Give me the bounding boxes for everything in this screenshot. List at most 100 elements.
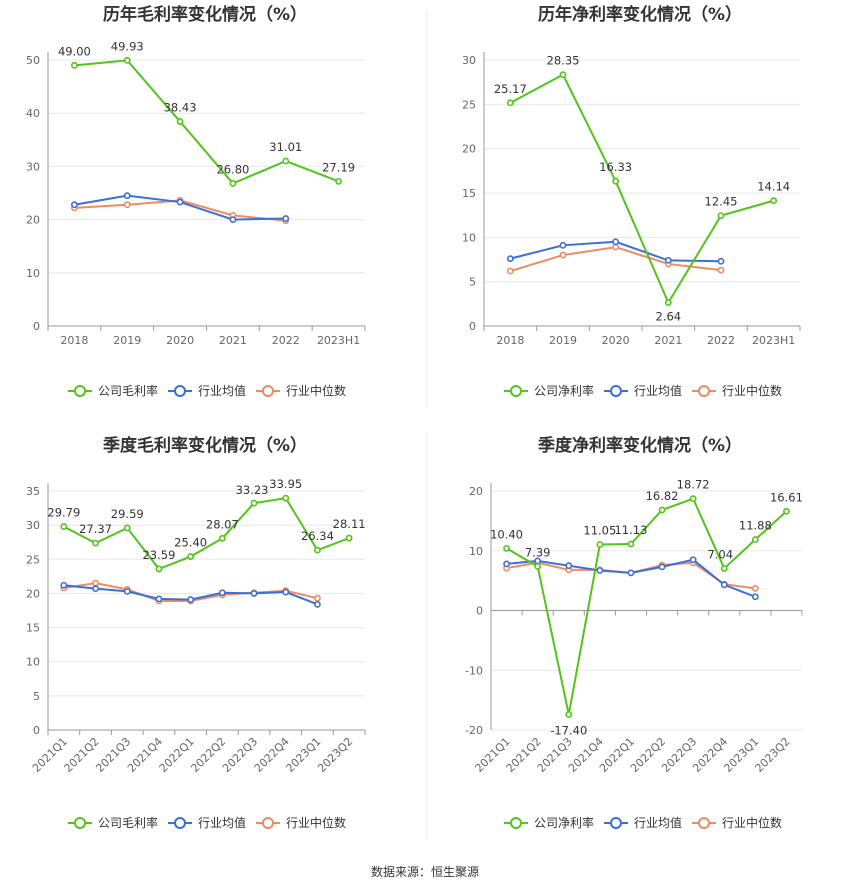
y-tick-label: 35 bbox=[26, 485, 40, 498]
legend-swatch-marker bbox=[610, 385, 622, 397]
data-point-company bbox=[627, 540, 635, 548]
data-point-avg bbox=[506, 255, 514, 263]
data-point-company bbox=[314, 546, 321, 554]
legend-item-median: 行业中位数 bbox=[692, 383, 782, 398]
data-point-company bbox=[751, 536, 759, 543]
data-label: -17.40 bbox=[550, 723, 587, 737]
data-point-median bbox=[612, 243, 620, 251]
data-label: 10.40 bbox=[490, 527, 523, 541]
data-label: 49.93 bbox=[111, 39, 144, 53]
data-point-company bbox=[92, 539, 99, 547]
data-point-company bbox=[123, 524, 131, 532]
data-point-company bbox=[71, 61, 78, 69]
data-point-avg bbox=[596, 567, 604, 574]
legend-label: 行业中位数 bbox=[286, 383, 346, 398]
data-label: 16.61 bbox=[770, 490, 803, 504]
data-point-company bbox=[559, 71, 567, 79]
y-tick-label: 10 bbox=[26, 267, 40, 280]
y-tick-label: 5 bbox=[33, 690, 40, 703]
y-tick-label: 15 bbox=[26, 622, 40, 635]
data-label: 28.07 bbox=[206, 517, 239, 531]
data-point-company bbox=[658, 506, 666, 514]
legend-swatch-marker bbox=[74, 817, 86, 829]
data-point-avg bbox=[229, 216, 237, 223]
data-label: 33.95 bbox=[269, 477, 302, 491]
legend-swatch-marker bbox=[510, 385, 522, 397]
y-tick-label: -20 bbox=[465, 724, 483, 737]
legend-item-median: 行业中位数 bbox=[692, 815, 782, 830]
data-point-company bbox=[335, 177, 342, 185]
legend-label: 行业均值 bbox=[198, 383, 246, 398]
x-tick-label: 2022 bbox=[272, 334, 300, 347]
y-tick-label: 30 bbox=[26, 519, 40, 532]
data-label: 2.64 bbox=[656, 310, 682, 324]
x-tick-label: 2020 bbox=[166, 334, 194, 347]
data-point-avg bbox=[218, 589, 226, 597]
data-point-company bbox=[250, 499, 258, 507]
data-label: 23.59 bbox=[142, 548, 175, 562]
data-point-company bbox=[229, 180, 237, 187]
data-point-median bbox=[314, 594, 321, 602]
data-point-company bbox=[187, 553, 195, 560]
data-point-avg bbox=[60, 581, 68, 589]
data-point-avg bbox=[565, 562, 573, 570]
data-point-company bbox=[282, 157, 290, 165]
x-tick-label: 2019 bbox=[549, 334, 577, 347]
data-label: 25.40 bbox=[174, 536, 207, 550]
data-point-avg bbox=[123, 587, 131, 595]
data-point-company bbox=[155, 565, 163, 573]
x-tick-label: 2023H1 bbox=[317, 334, 360, 347]
data-label: 28.35 bbox=[547, 54, 580, 68]
data-point-median bbox=[92, 579, 99, 587]
series-line-company bbox=[74, 59, 339, 185]
data-label: 7.39 bbox=[525, 545, 551, 559]
y-tick-label: 10 bbox=[469, 545, 483, 558]
data-point-avg bbox=[720, 581, 728, 589]
data-point-avg bbox=[751, 593, 759, 601]
data-label: 7.04 bbox=[707, 547, 733, 561]
data-point-median bbox=[506, 267, 514, 275]
legend-item-avg: 行业均值 bbox=[168, 815, 246, 830]
y-tick-label: 25 bbox=[26, 553, 40, 566]
data-label: 28.11 bbox=[333, 517, 366, 531]
x-tick-label: 2021 bbox=[219, 334, 247, 347]
legend-label: 行业均值 bbox=[634, 383, 682, 398]
y-tick-label: 5 bbox=[469, 276, 476, 289]
data-point-company bbox=[506, 99, 514, 107]
chart-2: 历年净利率变化情况（%） 0 5 10 15 20 25 30 2018 2019 2020 2021… bbox=[462, 4, 801, 398]
data-point-company bbox=[717, 212, 725, 220]
data-source-note: 数据来源：恒生聚源 bbox=[371, 864, 479, 879]
data-point-avg bbox=[123, 192, 131, 200]
data-point-company bbox=[176, 118, 184, 125]
series-line-company bbox=[63, 497, 350, 571]
data-point-avg bbox=[314, 600, 321, 608]
data-point-company bbox=[218, 534, 226, 542]
legend-swatch-marker bbox=[698, 385, 710, 397]
legend-item-company: 公司净利率 bbox=[504, 815, 594, 830]
data-label: 27.19 bbox=[322, 160, 355, 174]
data-label: 11.13 bbox=[614, 523, 647, 537]
data-point-avg bbox=[187, 596, 195, 603]
data-point-company bbox=[60, 523, 68, 530]
data-point-avg bbox=[664, 256, 672, 264]
chart-1: 历年毛利率变化情况（%） 0 10 20 30 40 50 2018 2019 2020 2021 2… bbox=[26, 4, 366, 398]
data-point-company bbox=[612, 177, 620, 185]
data-point-company bbox=[534, 562, 542, 570]
x-tick-label: 2022 bbox=[707, 334, 735, 347]
y-tick-label: 15 bbox=[462, 187, 476, 200]
y-tick-label: 40 bbox=[26, 107, 40, 120]
y-tick-label: 30 bbox=[26, 160, 40, 173]
y-tick-label: 10 bbox=[462, 231, 476, 244]
y-tick-label: 20 bbox=[26, 587, 40, 600]
data-point-company bbox=[565, 711, 573, 718]
data-point-company bbox=[720, 565, 728, 572]
legend-label: 行业中位数 bbox=[722, 383, 782, 398]
y-tick-label: 0 bbox=[33, 724, 40, 737]
data-point-avg bbox=[176, 198, 184, 206]
y-tick-label: 0 bbox=[469, 320, 476, 333]
y-tick-label: 20 bbox=[462, 143, 476, 156]
data-point-median bbox=[717, 266, 725, 274]
data-point-avg bbox=[282, 588, 290, 596]
data-point-avg bbox=[250, 590, 258, 597]
